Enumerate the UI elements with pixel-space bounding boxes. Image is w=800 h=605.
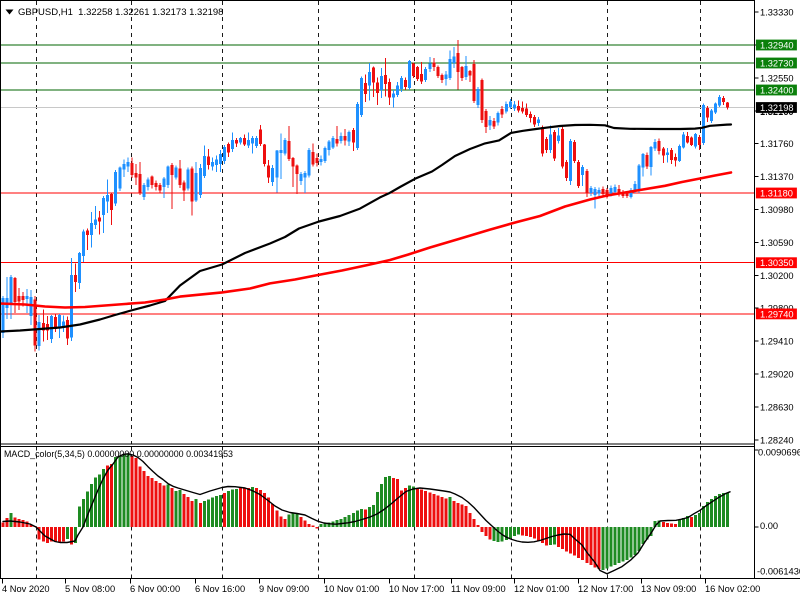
svg-text:1.32730: 1.32730: [760, 59, 794, 69]
svg-text:1.33330: 1.33330: [760, 8, 794, 18]
svg-text:12 Nov 17:00: 12 Nov 17:00: [578, 584, 633, 594]
svg-text:0.0090696: 0.0090696: [758, 448, 800, 458]
svg-text:MACD_color(5,34,5) 0.00000000: MACD_color(5,34,5) 0.00000000 0.00000000…: [4, 449, 233, 459]
svg-text:1.31370: 1.31370: [760, 172, 794, 182]
svg-text:1.32198: 1.32198: [760, 103, 794, 113]
svg-text:11 Nov 09:00: 11 Nov 09:00: [451, 584, 506, 594]
svg-text:1.31180: 1.31180: [760, 189, 793, 199]
svg-text:1.31760: 1.31760: [760, 139, 794, 149]
svg-text:13 Nov 09:00: 13 Nov 09:00: [641, 584, 696, 594]
svg-text:4 Nov 2020: 4 Nov 2020: [2, 584, 50, 594]
svg-text:1.30980: 1.30980: [760, 205, 794, 215]
svg-text:1.32550: 1.32550: [760, 73, 794, 83]
svg-text:1.32940: 1.32940: [760, 41, 794, 51]
svg-text:0.00: 0.00: [760, 521, 778, 531]
svg-text:1.30350: 1.30350: [760, 258, 794, 268]
svg-text:1.30590: 1.30590: [760, 238, 794, 248]
svg-text:1.32400: 1.32400: [760, 86, 794, 96]
svg-text:10 Nov 17:00: 10 Nov 17:00: [389, 584, 444, 594]
svg-text:1.28630: 1.28630: [760, 402, 794, 412]
svg-text:GBPUSD,H1 1.32258 1.32261 1.3: GBPUSD,H1 1.32258 1.32261 1.32173 1.3219…: [18, 7, 223, 18]
svg-text:6 Nov 16:00: 6 Nov 16:00: [195, 584, 245, 594]
svg-text:12 Nov 01:00: 12 Nov 01:00: [514, 584, 569, 594]
svg-text:1.28240: 1.28240: [760, 435, 794, 445]
svg-text:1.29020: 1.29020: [760, 370, 794, 380]
svg-text:-0.0061430: -0.0061430: [757, 567, 800, 577]
svg-text:9 Nov 09:00: 9 Nov 09:00: [259, 584, 309, 594]
svg-text:1.29410: 1.29410: [760, 337, 794, 347]
svg-text:5 Nov 08:00: 5 Nov 08:00: [65, 584, 115, 594]
svg-text:16 Nov 02:00: 16 Nov 02:00: [705, 584, 760, 594]
svg-text:1.29740: 1.29740: [760, 309, 794, 319]
svg-text:10 Nov 01:00: 10 Nov 01:00: [324, 584, 379, 594]
svg-text:1.30200: 1.30200: [760, 271, 794, 281]
svg-text:6 Nov 00:00: 6 Nov 00:00: [130, 584, 180, 594]
